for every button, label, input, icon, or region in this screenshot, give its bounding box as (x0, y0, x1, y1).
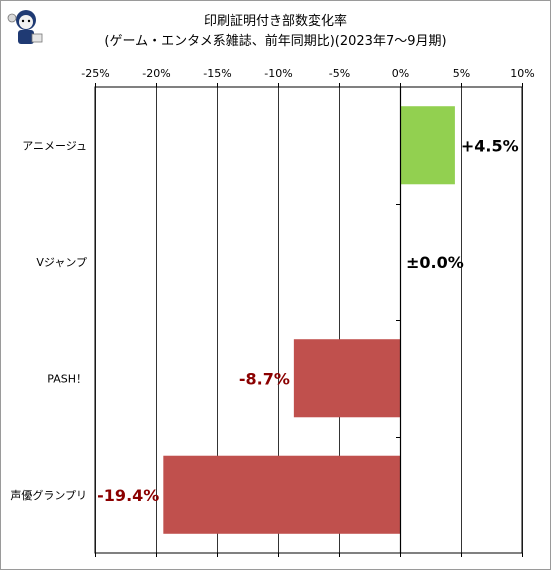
category-label: Vジャンプ (36, 256, 87, 269)
mascot-logo-icon (7, 10, 43, 44)
category-label: PASH！ (47, 372, 87, 385)
chart-title: 印刷証明付き部数変化率 (203, 14, 347, 29)
data-label: -19.4% (97, 486, 159, 505)
x-tick-label: -25% (81, 67, 109, 80)
plot-area (94, 86, 523, 554)
data-label: ±0.0% (406, 253, 464, 272)
x-tick-label: -20% (142, 67, 170, 80)
category-label: 声優グランプリ (10, 488, 87, 502)
x-tick-label: 10% (510, 67, 534, 80)
bar (163, 455, 400, 534)
chart-subtitle: (ゲーム・エンタメ系雑誌、前年同期比)(2023年7～9月期) (104, 34, 447, 49)
x-tick-label: 5% (453, 67, 470, 80)
bar (400, 106, 455, 185)
data-label: +4.5% (461, 136, 519, 155)
bar (293, 339, 400, 418)
x-tick-label: 0% (392, 67, 409, 80)
category-label: アニメージュ (22, 139, 87, 152)
data-label: -8.7% (239, 369, 290, 388)
x-tick-label: -10% (264, 67, 292, 80)
x-tick-label: -5% (329, 67, 350, 80)
x-tick-label: -15% (203, 67, 231, 80)
